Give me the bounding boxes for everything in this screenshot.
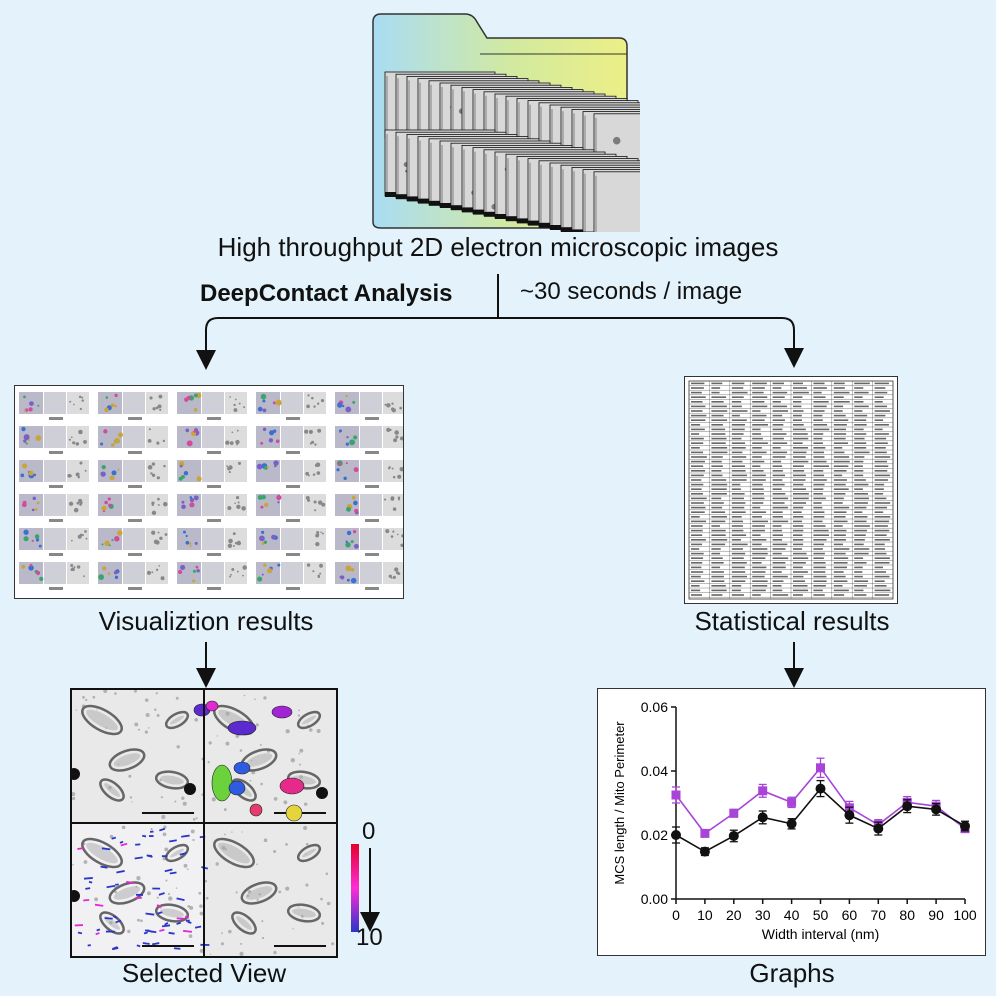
y-tick-label: 0.00: [641, 891, 668, 907]
data-point: [729, 808, 739, 818]
x-axis-label: Width interval (nm): [762, 926, 879, 942]
x-tick-label: 60: [842, 907, 858, 923]
data-point: [787, 797, 797, 807]
em-image-folder: [365, 10, 640, 232]
statistical-results-label: Statistical results: [694, 606, 890, 636]
x-tick-label: 70: [871, 907, 887, 923]
data-point: [758, 786, 768, 796]
em-images-label: High throughput 2D electron microscopic …: [217, 232, 779, 262]
selected-view-label: Selected View: [121, 958, 287, 988]
x-tick-label: 30: [755, 907, 771, 923]
x-tick-label: 100: [953, 907, 977, 923]
x-tick-label: 20: [726, 907, 742, 923]
data-point: [699, 846, 710, 857]
data-point: [902, 801, 913, 812]
deepcontact-analysis-label: DeepContact Analysis: [200, 280, 453, 307]
data-point: [757, 812, 768, 823]
data-point: [844, 810, 855, 821]
distance-colorbar: [348, 818, 398, 948]
colorbar-min-label: 0: [362, 818, 376, 845]
y-axis-label: MCS length / Mito Perimeter: [612, 721, 627, 885]
colorbar-max-label: 10: [356, 924, 383, 951]
processing-speed-label: ~30 seconds / image: [520, 278, 743, 305]
mcs-line-chart: 0.00 0.02 0.04 0.06 0 10 20 30 40 50 60 70 80 90 100 Wi…: [612, 699, 977, 942]
x-tick-label: 90: [928, 907, 944, 923]
data-point: [815, 783, 826, 794]
x-tick-label: 40: [784, 907, 800, 923]
x-tick-label: 80: [899, 907, 915, 923]
graph-panel: 0.00 0.02 0.04 0.06 0 10 20 30 40 50 60 70 80 90 100 Wi…: [597, 688, 986, 956]
data-point: [728, 830, 739, 841]
graphs-label: Graphs: [749, 958, 835, 988]
series-line-1: [675, 787, 966, 853]
y-tick-label: 0.02: [641, 827, 668, 843]
data-point: [931, 804, 942, 815]
statistical-results-table: [684, 376, 898, 604]
visualization-results-panel: [14, 385, 404, 599]
data-point: [786, 818, 797, 829]
data-point: [671, 830, 681, 840]
selected-view-panel: [70, 688, 338, 958]
x-tick-label: 0: [672, 907, 680, 923]
data-point: [700, 828, 710, 838]
data-point: [873, 823, 884, 834]
x-tick-label: 50: [813, 907, 829, 923]
em-stack-bottom: [384, 129, 640, 232]
data-point: [960, 821, 970, 832]
data-point: [671, 790, 681, 800]
data-point: [816, 763, 825, 773]
y-tick-label: 0.04: [641, 763, 668, 779]
x-tick-label: 10: [697, 907, 713, 923]
y-tick-label: 0.06: [641, 699, 668, 715]
visualization-results-label: Visualiztion results: [98, 606, 314, 636]
